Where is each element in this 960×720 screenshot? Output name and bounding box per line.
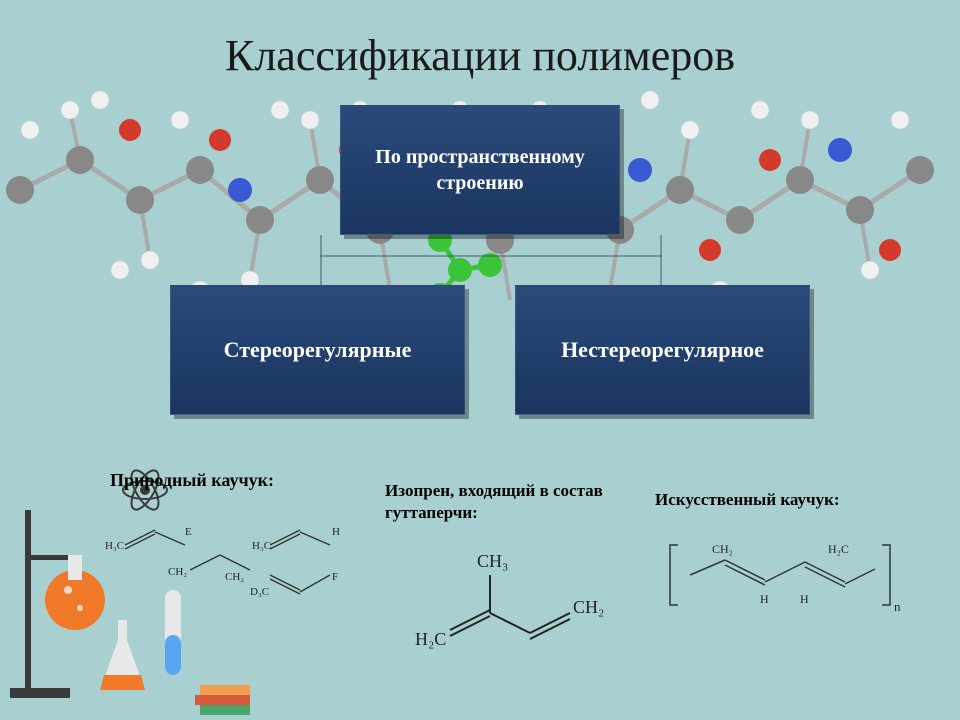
- formula-artificial-rubber: CH₂ H₂C H H n: [660, 525, 920, 625]
- svg-text:H₂C: H₂C: [415, 629, 446, 649]
- svg-text:H: H: [332, 526, 340, 538]
- svg-text:CH₂: CH₂: [712, 542, 733, 556]
- lab-equipment-illustration: [0, 460, 260, 720]
- svg-text:n: n: [894, 599, 901, 614]
- box-stereoregular: Стереорегулярные: [170, 285, 465, 415]
- formula-isoprene: CH₃ H₂C CH₂: [415, 545, 615, 665]
- page-title: Классификации полимеров: [0, 30, 960, 81]
- box-spatial-structure: По пространственному строению: [340, 105, 620, 235]
- connector-right: [660, 235, 662, 290]
- svg-text:F: F: [332, 571, 338, 583]
- label-artificial-rubber: Искусственный каучук:: [655, 490, 840, 510]
- svg-text:CH₂: CH₂: [573, 597, 604, 617]
- svg-text:H: H: [800, 592, 809, 606]
- label-isoprene: Изопрен, входящий в состав гуттаперчи:: [385, 480, 605, 524]
- connector-left: [320, 235, 322, 290]
- svg-text:H: H: [760, 592, 769, 606]
- box-non-stereoregular: Нестереорегулярное: [515, 285, 810, 415]
- label-natural-rubber: Природный каучук:: [110, 470, 274, 491]
- svg-text:H₂C: H₂C: [828, 542, 849, 556]
- connector-h: [320, 255, 662, 257]
- svg-text:CH₃: CH₃: [477, 551, 508, 571]
